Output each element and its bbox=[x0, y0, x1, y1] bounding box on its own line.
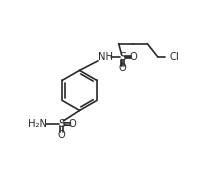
Text: O: O bbox=[69, 119, 76, 129]
Text: Cl: Cl bbox=[169, 52, 179, 62]
Text: O: O bbox=[128, 52, 136, 62]
Text: O: O bbox=[57, 130, 65, 140]
Text: S: S bbox=[118, 52, 125, 62]
Text: O: O bbox=[118, 63, 126, 73]
Text: NH: NH bbox=[97, 52, 112, 62]
Text: H₂N: H₂N bbox=[28, 119, 47, 129]
Text: S: S bbox=[58, 119, 64, 129]
